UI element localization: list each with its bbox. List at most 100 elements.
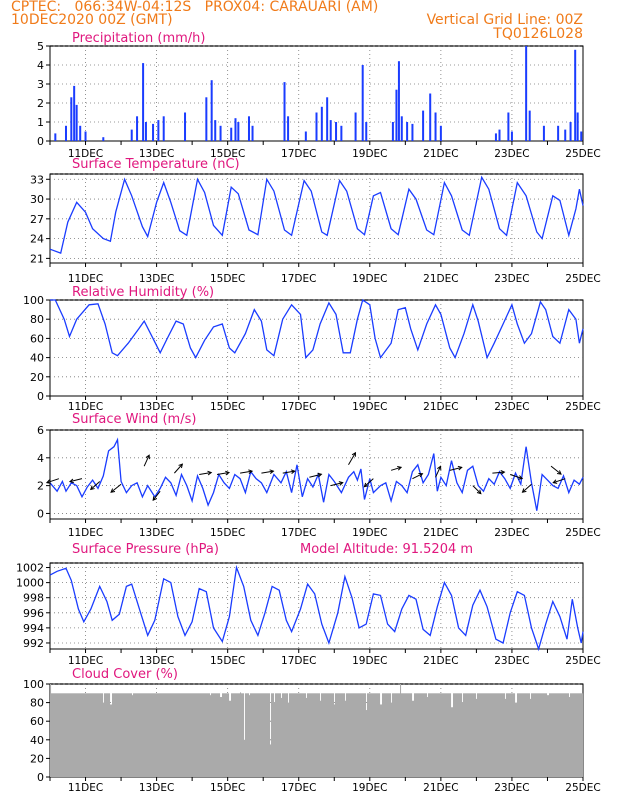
x-tick-label: 25DEC [565, 401, 600, 413]
cloud-bar [527, 693, 529, 777]
x-tick-label: 19DEC [352, 401, 387, 413]
cloud-bar [222, 693, 224, 777]
cloud-bar [542, 693, 544, 777]
cloud-bar [572, 693, 574, 777]
cloud-bar [426, 693, 428, 777]
cloud-bar [236, 693, 238, 777]
precip-bar [525, 46, 528, 141]
wind-arrow-head [556, 470, 562, 475]
cloud-bar [243, 693, 245, 777]
cloud-bar [263, 693, 265, 777]
cloud-bar [228, 693, 230, 777]
cloud-bar [317, 693, 319, 777]
cloud-bar [126, 693, 128, 777]
cloud-bar [552, 693, 554, 777]
x-tick-label: 13DEC [139, 782, 174, 794]
cloud-bar [175, 693, 177, 777]
cloud-bar [500, 693, 502, 777]
cloud-bar [257, 693, 259, 777]
precip-bar [361, 65, 364, 141]
cloud-bar [141, 693, 143, 777]
cloud-bar [412, 700, 414, 777]
cloud-bar [299, 693, 301, 777]
cloud-bar [315, 693, 317, 777]
wind-arrow [330, 482, 343, 487]
precip-bar [234, 118, 237, 141]
cloud-bar [536, 693, 538, 777]
cloud-bar [569, 697, 571, 777]
x-tick-label: 21DEC [423, 527, 458, 539]
cloud-bar [420, 693, 422, 777]
cloud-bar [280, 693, 282, 777]
cloud-bar [573, 693, 575, 777]
cloud-bar [325, 693, 327, 777]
cloud-bar [429, 693, 431, 777]
cloud-bar [254, 693, 256, 777]
precip-bar [287, 116, 290, 141]
cloud-bar [193, 693, 195, 777]
cloud-bar [545, 693, 547, 777]
wind-arrow-head [521, 488, 527, 493]
cloud-bar [406, 693, 408, 777]
cloud-bar [186, 693, 188, 777]
x-tick-label: 17DEC [281, 273, 316, 285]
cloud-bar [555, 693, 557, 777]
cloud-bar [241, 693, 243, 777]
wind-arrow-head [437, 465, 442, 471]
x-tick-label: 25DEC [565, 148, 600, 160]
series-line [50, 298, 584, 360]
y-tick-label: 40 [30, 352, 44, 365]
cloud-bar [329, 693, 331, 777]
wind-arrow-head [145, 454, 150, 460]
panel-6: 0 20 40 60 80 100 11DEC 13DEC 15DEC 17DEC 19DEC 21D… [23, 667, 601, 794]
cloud-bar [358, 693, 360, 777]
wind-arrow-head [351, 451, 357, 457]
wind-arrow [173, 463, 183, 474]
cloud-bar [108, 693, 110, 777]
cloud-bar [178, 693, 180, 777]
cloud-bar [297, 693, 299, 777]
cloud-bar [213, 693, 215, 777]
cloud-bar [162, 693, 164, 777]
cloud-bar [169, 693, 171, 777]
cloud-bar [163, 693, 165, 777]
cloud-bar [559, 693, 561, 777]
cloud-bar [227, 693, 229, 777]
y-tick-label: 3 [37, 78, 44, 91]
cloud-bar [486, 693, 488, 777]
cloud-bar [191, 693, 193, 777]
wind-arrow [412, 473, 423, 480]
cloud-bar [61, 693, 63, 777]
precip-bar [247, 116, 250, 141]
cloud-bar [324, 693, 326, 777]
cloud-bar [349, 693, 351, 777]
cloud-bar [335, 693, 337, 777]
cloud-bar [187, 693, 189, 777]
cloud-bar [288, 702, 290, 777]
cloud-bar [130, 693, 132, 777]
cloud-bar [85, 693, 87, 777]
precip-bar [335, 122, 338, 141]
cloud-bar [374, 693, 376, 777]
cloud-bar [514, 693, 516, 777]
precip-bar [205, 97, 208, 141]
cloud-bar [311, 693, 313, 777]
wind-arrow [261, 470, 274, 474]
wind-arrow [472, 485, 482, 494]
cloud-bar [511, 693, 513, 777]
cloud-bar [88, 693, 90, 777]
cloud-bar [548, 695, 550, 777]
cloud-bar [443, 693, 445, 777]
cloud-bar [561, 693, 563, 777]
cloud-bar [419, 693, 421, 777]
cloud-bar [356, 693, 358, 777]
panel-4: 0 2 4 6 11DEC 13DEC 15DEC 17DEC 19DEC 21DEC 23DEC 2… [37, 412, 601, 539]
cloud-bar [190, 693, 192, 777]
cloud-bar [516, 702, 518, 777]
cloud-bar [531, 693, 533, 777]
cloud-bar [133, 693, 135, 777]
cloud-bar [556, 693, 558, 777]
cloud-bar [294, 693, 296, 777]
cloud-bar [184, 693, 186, 777]
cloud-bar [125, 693, 127, 777]
